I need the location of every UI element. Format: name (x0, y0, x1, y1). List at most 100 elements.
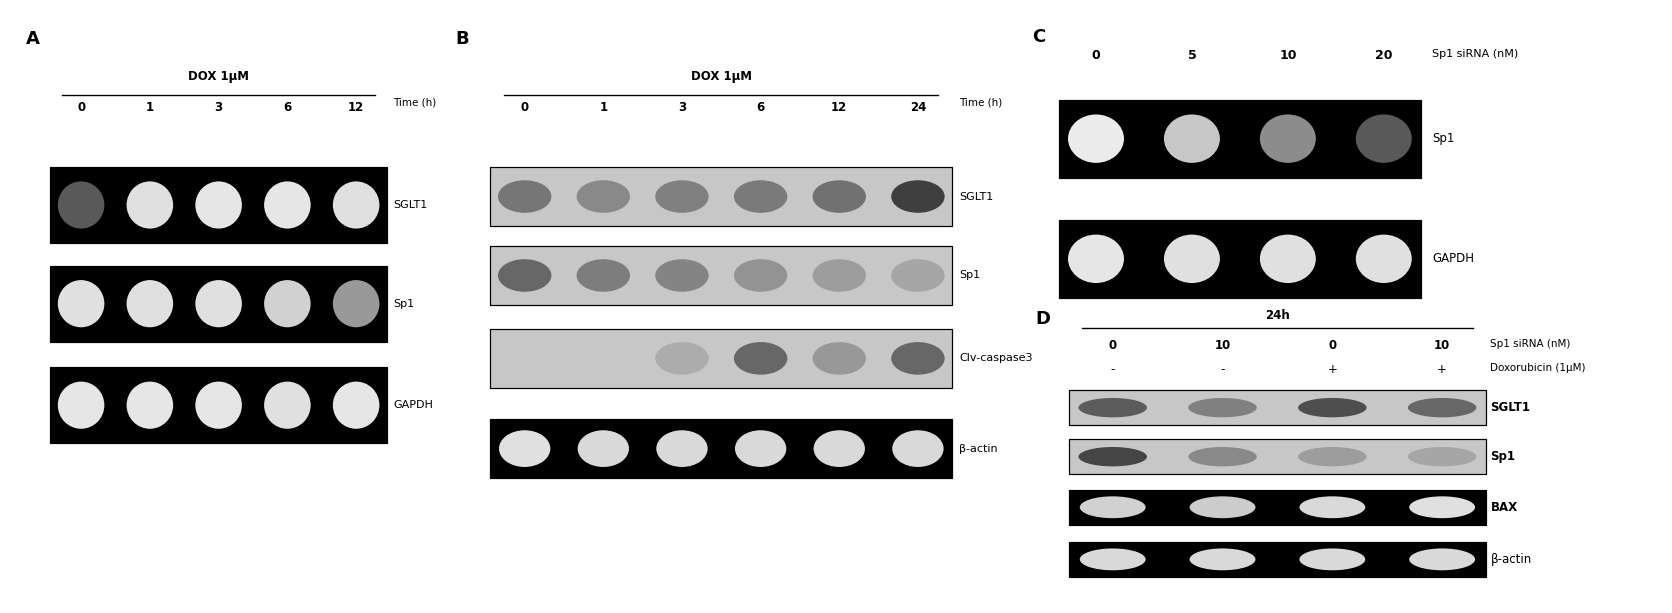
Ellipse shape (1297, 398, 1366, 417)
Ellipse shape (655, 180, 709, 213)
Text: Sp1 siRNA (nM): Sp1 siRNA (nM) (1433, 48, 1518, 59)
FancyBboxPatch shape (1058, 99, 1421, 178)
Ellipse shape (196, 381, 242, 429)
Text: BAX: BAX (1490, 501, 1518, 514)
Ellipse shape (196, 280, 242, 327)
FancyBboxPatch shape (1068, 439, 1486, 474)
Text: GAPDH: GAPDH (393, 400, 433, 410)
Ellipse shape (813, 180, 866, 213)
Text: Sp1: Sp1 (1490, 450, 1515, 463)
Text: β-actin: β-actin (1490, 553, 1532, 566)
Ellipse shape (1189, 549, 1256, 570)
Text: +: + (1438, 363, 1446, 376)
Text: 10: 10 (1214, 338, 1231, 352)
Text: Time (h): Time (h) (393, 98, 436, 108)
Ellipse shape (1409, 549, 1475, 570)
Text: 24: 24 (910, 101, 926, 113)
Text: 20: 20 (1374, 48, 1393, 61)
Ellipse shape (498, 259, 552, 292)
Ellipse shape (127, 181, 174, 229)
Ellipse shape (1164, 235, 1221, 283)
Text: 12: 12 (831, 101, 848, 113)
Text: DOX 1μM: DOX 1μM (691, 70, 752, 83)
Text: 0: 0 (1109, 338, 1117, 352)
Text: Time (h): Time (h) (960, 98, 1002, 108)
Ellipse shape (577, 259, 630, 292)
Ellipse shape (655, 342, 709, 375)
Ellipse shape (1261, 115, 1316, 163)
Ellipse shape (1068, 115, 1124, 163)
Text: D: D (1035, 310, 1050, 327)
Text: 6: 6 (756, 101, 764, 113)
Text: Clv-caspase3: Clv-caspase3 (960, 353, 1033, 364)
Ellipse shape (59, 181, 104, 229)
FancyBboxPatch shape (50, 367, 388, 443)
Ellipse shape (1080, 549, 1145, 570)
Text: Sp1 siRNA (nM): Sp1 siRNA (nM) (1490, 338, 1570, 349)
Ellipse shape (196, 181, 242, 229)
Ellipse shape (734, 259, 788, 292)
Ellipse shape (1356, 115, 1411, 163)
Ellipse shape (577, 430, 629, 467)
Ellipse shape (498, 180, 552, 213)
Text: 5: 5 (1187, 48, 1195, 61)
Text: 0: 0 (1092, 48, 1100, 61)
Ellipse shape (333, 381, 380, 429)
Text: 0: 0 (1328, 338, 1336, 352)
Text: SGLT1: SGLT1 (1490, 401, 1530, 414)
Ellipse shape (127, 381, 174, 429)
Ellipse shape (264, 181, 311, 229)
Text: 0: 0 (520, 101, 528, 113)
Text: 10: 10 (1279, 48, 1296, 61)
Ellipse shape (1261, 235, 1316, 283)
Text: Sp1: Sp1 (1433, 132, 1455, 145)
Ellipse shape (1078, 398, 1147, 417)
Text: -: - (1221, 363, 1224, 376)
Ellipse shape (264, 280, 311, 327)
FancyBboxPatch shape (50, 167, 388, 243)
Text: Sp1: Sp1 (960, 270, 980, 281)
Text: Sp1: Sp1 (393, 299, 415, 309)
Ellipse shape (1299, 497, 1366, 518)
Ellipse shape (264, 381, 311, 429)
FancyBboxPatch shape (1068, 390, 1486, 425)
FancyBboxPatch shape (1068, 490, 1486, 525)
Text: GAPDH: GAPDH (1433, 253, 1475, 265)
Text: 3: 3 (214, 101, 222, 113)
Text: 3: 3 (677, 101, 686, 113)
FancyBboxPatch shape (490, 246, 951, 305)
Ellipse shape (657, 430, 707, 467)
Ellipse shape (813, 342, 866, 375)
Ellipse shape (655, 259, 709, 292)
Text: -: - (1110, 363, 1115, 376)
Ellipse shape (1297, 447, 1366, 466)
FancyBboxPatch shape (1058, 220, 1421, 298)
Text: SGLT1: SGLT1 (960, 191, 993, 202)
Ellipse shape (814, 430, 864, 467)
Text: DOX 1μM: DOX 1μM (189, 70, 249, 83)
Ellipse shape (59, 280, 104, 327)
Text: 1: 1 (145, 101, 154, 113)
FancyBboxPatch shape (490, 419, 951, 478)
Ellipse shape (1078, 447, 1147, 466)
Ellipse shape (498, 430, 550, 467)
Ellipse shape (1189, 398, 1257, 417)
Ellipse shape (127, 280, 174, 327)
Ellipse shape (893, 430, 943, 467)
Ellipse shape (1189, 497, 1256, 518)
Text: +: + (1328, 363, 1338, 376)
Ellipse shape (59, 381, 104, 429)
Ellipse shape (1408, 447, 1476, 466)
Ellipse shape (1068, 235, 1124, 283)
Ellipse shape (333, 181, 380, 229)
Text: 24h: 24h (1266, 309, 1289, 322)
Text: C: C (1032, 28, 1045, 45)
Text: 10: 10 (1435, 338, 1450, 352)
Text: A: A (27, 30, 40, 48)
Ellipse shape (891, 259, 945, 292)
Text: 6: 6 (283, 101, 291, 113)
Ellipse shape (577, 180, 630, 213)
Text: 1: 1 (599, 101, 607, 113)
Ellipse shape (1408, 398, 1476, 417)
Text: SGLT1: SGLT1 (393, 200, 428, 210)
